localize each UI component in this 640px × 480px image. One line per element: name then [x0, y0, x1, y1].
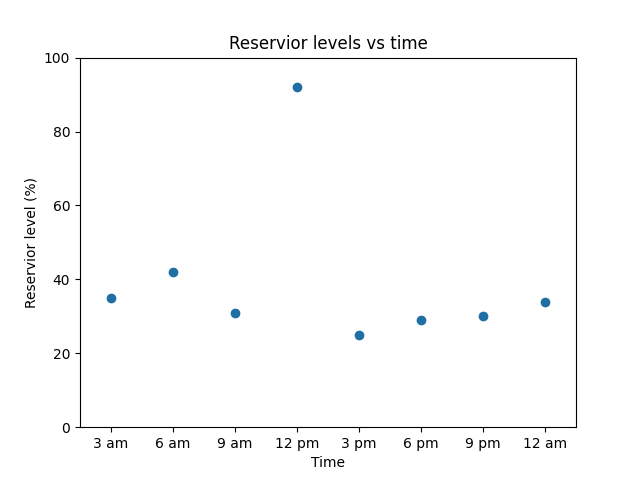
X-axis label: Time: Time — [311, 456, 345, 470]
Point — [106, 294, 116, 302]
Point — [478, 312, 488, 320]
Point — [230, 309, 240, 316]
Y-axis label: Reservior level (%): Reservior level (%) — [24, 177, 38, 308]
Point — [168, 268, 178, 276]
Point — [292, 84, 302, 91]
Point — [416, 316, 426, 324]
Point — [354, 331, 364, 339]
Point — [540, 298, 550, 305]
Title: Reservior levels vs time: Reservior levels vs time — [228, 35, 428, 53]
